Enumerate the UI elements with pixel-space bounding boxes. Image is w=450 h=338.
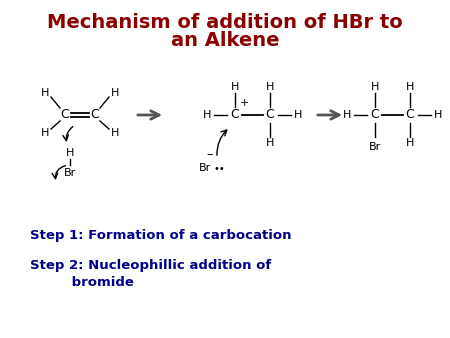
Text: C: C	[61, 108, 69, 121]
Text: H: H	[343, 110, 351, 120]
Text: C: C	[230, 108, 239, 121]
Text: H: H	[266, 138, 274, 148]
Text: H: H	[406, 138, 414, 148]
Text: C: C	[371, 108, 379, 121]
Text: ••: ••	[213, 164, 225, 174]
Text: –: –	[207, 148, 213, 162]
Text: H: H	[231, 82, 239, 92]
Text: H: H	[111, 128, 119, 138]
Text: H: H	[41, 128, 49, 138]
Text: Br: Br	[64, 168, 76, 178]
Text: +: +	[239, 98, 249, 108]
Text: Br: Br	[199, 163, 211, 173]
Text: H: H	[434, 110, 442, 120]
Text: an Alkene: an Alkene	[171, 30, 279, 49]
Text: Mechanism of addition of HBr to: Mechanism of addition of HBr to	[47, 13, 403, 31]
Text: bromide: bromide	[30, 276, 134, 290]
Text: C: C	[90, 108, 99, 121]
Text: H: H	[294, 110, 302, 120]
Text: H: H	[371, 82, 379, 92]
Text: H: H	[111, 88, 119, 98]
Text: H: H	[203, 110, 211, 120]
Text: Step 2: Nucleophillic addition of: Step 2: Nucleophillic addition of	[30, 259, 271, 271]
Text: H: H	[41, 88, 49, 98]
Text: H: H	[66, 148, 74, 158]
Text: Step 1: Formation of a carbocation: Step 1: Formation of a carbocation	[30, 228, 292, 241]
Text: C: C	[266, 108, 274, 121]
Text: H: H	[406, 82, 414, 92]
Text: C: C	[405, 108, 414, 121]
Text: H: H	[266, 82, 274, 92]
Text: Br: Br	[369, 142, 381, 152]
